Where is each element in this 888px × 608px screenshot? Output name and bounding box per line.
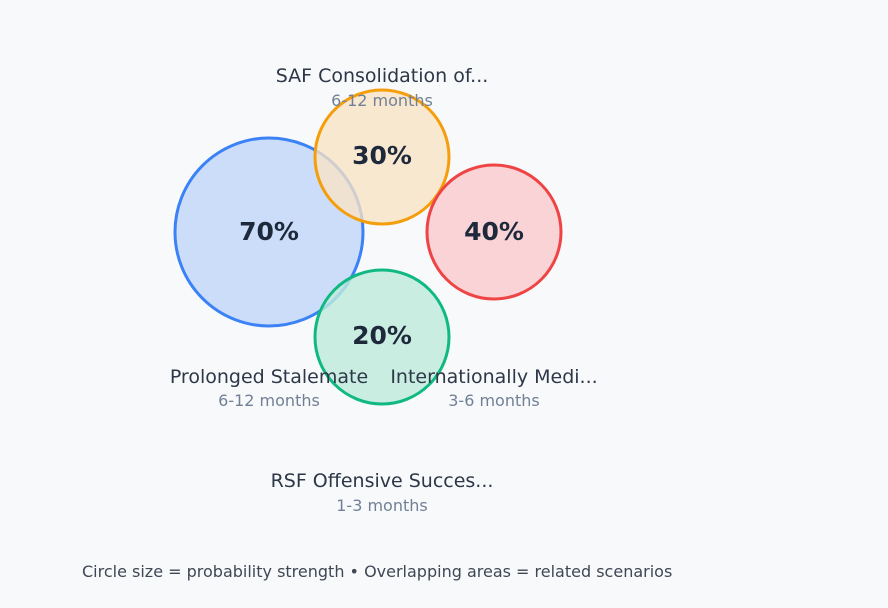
scenario-circle-rsf-offensive[interactable]: [313, 268, 451, 406]
scenario-title-saf-consolidation: SAF Consolidation of...: [276, 65, 489, 87]
scenario-circle-saf-consolidation[interactable]: [313, 88, 451, 226]
scenario-title-internationally-mediated: Internationally Medi...: [390, 366, 597, 388]
scenario-circle-internationally-mediated[interactable]: [425, 163, 563, 301]
scenario-title-prolonged-stalemate: Prolonged Stalemate: [170, 366, 368, 388]
scenario-title-rsf-offensive: RSF Offensive Succes...: [271, 470, 494, 492]
diagram-legend-caption: Circle size = probability strength • Ove…: [82, 562, 673, 581]
scenario-circle-prolonged-stalemate[interactable]: [173, 136, 365, 328]
scenario-timeframe-saf-consolidation: 6-12 months: [331, 91, 433, 110]
scenario-probability-internationally-mediated: 40%: [464, 217, 524, 246]
scenario-probability-saf-consolidation: 30%: [352, 141, 412, 170]
scenario-timeframe-rsf-offensive: 1-3 months: [336, 496, 427, 515]
scenario-probability-prolonged-stalemate: 70%: [239, 217, 299, 246]
scenario-timeframe-internationally-mediated: 3-6 months: [448, 391, 539, 410]
scenario-timeframe-prolonged-stalemate: 6-12 months: [218, 391, 320, 410]
scenario-probability-rsf-offensive: 20%: [352, 321, 412, 350]
